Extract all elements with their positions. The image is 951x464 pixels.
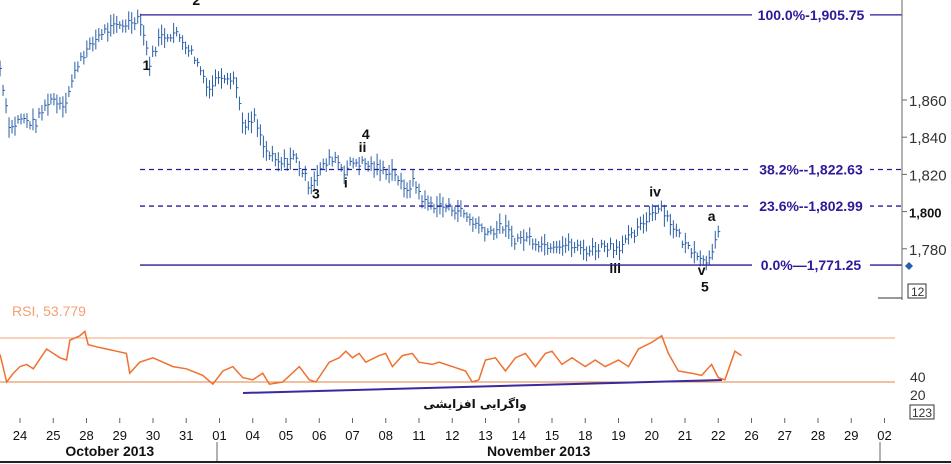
fib-label: 23.6%--1,802.99 <box>759 198 863 214</box>
wave-label: iv <box>649 184 661 200</box>
date-tick-label: 08 <box>379 428 393 443</box>
wave-label: 5 <box>701 279 709 295</box>
fib-label: 0.0%—1,771.25 <box>761 257 862 273</box>
rsi-label: RSI, 53.779 <box>12 303 86 319</box>
wave-label: a <box>708 208 716 224</box>
fib-label-bg <box>752 257 870 274</box>
divergence-line <box>242 379 723 394</box>
date-tick-label: 24 <box>13 428 27 443</box>
date-tick-label: 27 <box>778 428 792 443</box>
price-tick-label: 1,860 <box>909 93 947 110</box>
fib-label: 38.2%--1,822.63 <box>759 162 863 178</box>
date-tick-label: 30 <box>146 428 160 443</box>
wave-label: ii <box>359 139 367 155</box>
wave-label: iii <box>609 260 621 276</box>
date-tick-label: 22 <box>711 428 725 443</box>
rsi-tick-40: 40 <box>910 369 926 385</box>
date-tick-label: 11 <box>412 428 426 443</box>
fibonacci-levels: 100.0%-1,905.75 38.2%--1,822.63 23.6%--1,8… <box>140 6 902 274</box>
date-tick-label: 06 <box>312 428 326 443</box>
price-box-label: 12 <box>911 285 925 299</box>
price-tick-label: 1,840 <box>909 130 947 147</box>
date-axis[interactable]: 24 25 28 29 30 31 01 04 05 06 07 08 11 12 13 14 15 18 19 20… <box>13 418 892 443</box>
fib-label-bg <box>752 6 870 23</box>
date-tick-label: 20 <box>645 428 659 443</box>
date-tick-label: 14 <box>512 428 526 443</box>
fib-label-bg <box>752 198 870 215</box>
date-tick-label: 28 <box>811 428 825 443</box>
date-tick-label: 19 <box>611 428 625 443</box>
wave-label: 4 <box>362 126 370 142</box>
date-tick-label: 21 <box>678 428 692 443</box>
wave-label: 2 <box>192 0 200 8</box>
month-label: October 2013 <box>65 443 154 459</box>
month-label: November 2013 <box>487 443 591 459</box>
rsi-tick-20: 20 <box>910 387 926 403</box>
price-tick-label: 1,780 <box>909 242 947 259</box>
price-tick-label: 1,820 <box>909 167 947 184</box>
month-labels: October 2013 November 2013 <box>65 443 590 459</box>
last-price-marker-icon <box>905 262 913 270</box>
date-tick-label: 07 <box>345 428 359 443</box>
date-tick-label: 28 <box>79 428 93 443</box>
wave-label: 3 <box>312 186 320 202</box>
date-tick-label: 05 <box>279 428 293 443</box>
rsi-box <box>909 404 935 420</box>
date-tick-label: 02 <box>877 428 891 443</box>
fib-label: 100.0%-1,905.75 <box>758 7 865 23</box>
date-tick-label: 29 <box>844 428 858 443</box>
wave-label: v <box>698 262 706 278</box>
wave-label: 1 <box>142 57 150 73</box>
fib-label-bg <box>752 161 870 178</box>
divergence-label: واگرایی افزایشی <box>423 397 526 412</box>
date-tick-label: 29 <box>113 428 127 443</box>
date-tick-label: 12 <box>445 428 459 443</box>
price-box <box>907 283 927 299</box>
date-tick-label: 31 <box>179 428 193 443</box>
price-axis[interactable]: 1,860 1,840 1,820 1,800 1,780 <box>902 93 947 259</box>
date-tick-label: 15 <box>545 428 559 443</box>
date-tick-label: 18 <box>578 428 592 443</box>
rsi-box-label: 123 <box>912 406 932 420</box>
price-tick-label: 1,800 <box>909 206 942 221</box>
date-tick-label: 25 <box>46 428 60 443</box>
wave-label: i <box>344 174 348 190</box>
price-series <box>0 9 721 271</box>
date-tick-label: 01 <box>212 428 226 443</box>
date-tick-label: 26 <box>744 428 758 443</box>
date-tick-label: 13 <box>478 428 492 443</box>
date-tick-label: 04 <box>246 428 260 443</box>
rsi-line <box>0 330 742 386</box>
